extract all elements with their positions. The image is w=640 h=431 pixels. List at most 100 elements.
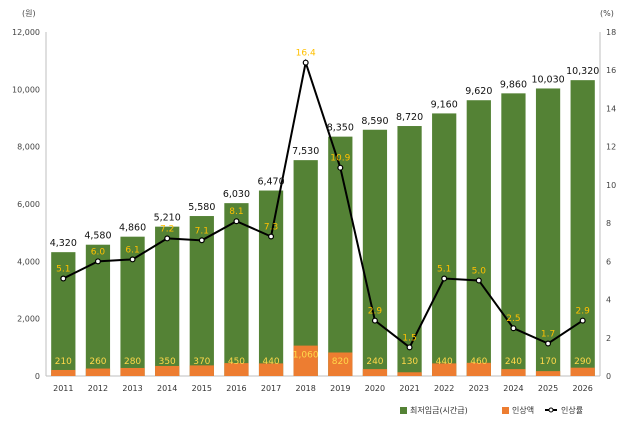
rate-label: 7.1: [195, 226, 209, 236]
rate-point: [545, 340, 552, 347]
right-axis-unit: (%): [600, 9, 614, 18]
wage-bar: [258, 190, 284, 376]
rate-label: 16.4: [296, 49, 316, 59]
rate-point: [198, 237, 205, 244]
increase-bar: [466, 362, 491, 376]
increase-bar: [362, 369, 388, 376]
rate-label: 5.1: [437, 265, 451, 275]
x-tick-label: 2021: [399, 384, 419, 393]
increase-label: 280: [124, 357, 141, 367]
rate-label: 7.3: [264, 222, 278, 232]
bars: [51, 80, 595, 377]
increase-bar: [293, 345, 318, 376]
x-tick-label: 2011: [53, 384, 73, 393]
legend-label-wage: 최저임금(시간급): [410, 405, 468, 415]
wage-bar: [293, 160, 318, 376]
rate-label: 2.9: [368, 307, 383, 317]
increase-label: 210: [55, 357, 72, 367]
increase-bar: [397, 372, 422, 376]
legend-swatch-wage: [400, 407, 407, 414]
rate-point: [579, 317, 586, 324]
increase-label: 440: [262, 357, 279, 367]
y2-tick-label: 2: [606, 334, 611, 343]
rate-label: 1.5: [402, 333, 416, 343]
rate-point: [475, 277, 482, 284]
legend-swatch-increase: [502, 407, 509, 414]
increase-bar: [155, 365, 180, 376]
y2-tick-label: 10: [606, 181, 616, 190]
y-tick-label: 12,000: [12, 28, 40, 37]
increase-bar: [570, 367, 595, 376]
wage-label: 4,860: [119, 223, 146, 234]
rate-label: 10.9: [330, 154, 350, 164]
increase-label: 450: [228, 357, 245, 367]
wage-bar: [155, 226, 180, 376]
rate-label: 8.1: [229, 207, 243, 217]
y2-tick-label: 6: [606, 257, 611, 266]
rate-point: [406, 344, 413, 351]
wage-bar: [328, 136, 353, 376]
increase-label: 290: [574, 357, 591, 367]
y2-tick-label: 12: [606, 143, 616, 152]
rate-label: 2.5: [506, 314, 520, 324]
y2-tick-label: 16: [606, 66, 616, 75]
x-tick-label: 2023: [469, 384, 489, 393]
wage-bar: [362, 129, 388, 376]
increase-bar: [51, 369, 76, 376]
x-tick-label: 2012: [88, 384, 108, 393]
increase-label: 350: [159, 357, 176, 367]
rate-line: [60, 58, 586, 351]
wage-label: 10,030: [531, 74, 564, 85]
wage-label: 6,470: [257, 177, 284, 188]
wage-label: 4,320: [50, 238, 77, 249]
increase-label: 370: [193, 357, 210, 367]
y-tick-label: 4,000: [17, 257, 40, 266]
rate-label: 7.2: [160, 224, 174, 234]
y2-tick-label: 4: [606, 296, 611, 305]
data-labels: 4,320 4,580 4,860 5,210 5,580 6,030 6,470 7,530…: [50, 49, 600, 367]
y-tick-label: 2,000: [17, 315, 40, 324]
rate-label: 6.0: [91, 247, 106, 257]
rate-point: [510, 325, 517, 332]
y-tick-label: 8,000: [17, 143, 40, 152]
wage-label: 8,720: [396, 112, 423, 123]
increase-bar: [258, 363, 284, 376]
wage-label: 5,210: [154, 213, 181, 224]
rate-label: 6.1: [125, 245, 139, 255]
increase-bar: [120, 367, 145, 376]
increase-bar: [224, 363, 249, 376]
rate-point: [129, 256, 136, 263]
wage-bar: [224, 203, 249, 376]
rate-point: [233, 218, 240, 225]
y-tick-label: 0: [35, 372, 40, 381]
increase-bar: [85, 368, 111, 376]
y2-tick-label: 8: [606, 219, 611, 228]
wage-bar: [397, 126, 422, 376]
x-tick-label: 2016: [226, 384, 246, 393]
legend-label-increase: 인상액: [512, 405, 534, 415]
wage-bar: [432, 113, 457, 376]
wage-label: 4,580: [84, 231, 111, 242]
rate-point: [268, 233, 275, 240]
wage-label: 7,530: [292, 146, 319, 157]
legend: 최저임금(시간급) 인상액 인상률: [400, 405, 583, 415]
increase-bar: [432, 363, 457, 376]
increase-label: 440: [436, 357, 453, 367]
rate-point: [302, 59, 309, 66]
y-tick-label: 6,000: [17, 200, 40, 209]
rate-label: 1.7: [541, 330, 555, 340]
wage-label: 9,160: [431, 99, 458, 110]
wage-bar: [466, 100, 491, 376]
x-tick-label: 2018: [296, 384, 316, 393]
x-tick-label: 2024: [503, 384, 523, 393]
increase-label: 1,060: [293, 351, 319, 361]
rate-point: [371, 317, 378, 324]
y-tick-label: 10,000: [12, 85, 40, 94]
legend-swatch-rate-point: [548, 407, 554, 413]
wage-label: 6,030: [223, 189, 250, 200]
increase-bar: [501, 369, 526, 376]
increase-bar: [189, 365, 214, 376]
x-tick-label: 2013: [122, 384, 142, 393]
rate-point: [164, 235, 171, 242]
